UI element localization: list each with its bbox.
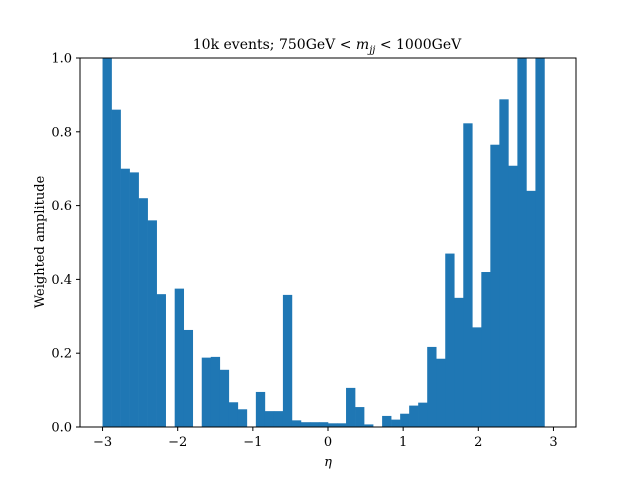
histogram-bar	[508, 165, 518, 428]
y-tick-label: 0.6	[51, 199, 72, 214]
x-tick-label: −1	[243, 435, 262, 450]
chart-title-suffix: < 1000GeV	[375, 37, 462, 53]
x-tick-label: −3	[93, 435, 112, 450]
histogram-bar	[111, 109, 121, 427]
y-tick-label: 0.0	[51, 421, 72, 436]
histogram-bar	[454, 297, 464, 427]
histogram-bar	[156, 294, 166, 427]
histogram-bar	[337, 423, 347, 427]
histogram-bar	[427, 346, 437, 427]
histogram-bar	[436, 358, 446, 427]
histogram-bar	[174, 288, 185, 427]
histogram-bar	[120, 168, 130, 427]
chart-title-var: m	[356, 37, 369, 53]
histogram-bar	[183, 329, 194, 427]
x-tick-label: 2	[474, 435, 482, 450]
x-tick-label: −2	[168, 435, 187, 450]
histogram-bar	[318, 422, 329, 427]
histogram-bar	[364, 424, 374, 427]
histogram-bar	[346, 387, 356, 427]
histogram-bar	[481, 272, 491, 427]
y-tick-label: 1.0	[51, 52, 72, 67]
x-tick-label: 0	[324, 435, 332, 450]
x-tick-label: 1	[399, 435, 407, 450]
histogram-bar	[102, 58, 112, 427]
histogram-bar	[309, 422, 320, 427]
histogram-bar	[328, 423, 338, 427]
histogram-bar	[382, 415, 392, 427]
chart-title-subscript: jj	[367, 45, 375, 56]
y-axis-label: Weighted amplitude	[33, 175, 48, 308]
histogram-bar	[472, 327, 482, 427]
histogram-bar	[237, 409, 248, 427]
histogram-bar	[282, 294, 293, 427]
histogram-bar	[273, 411, 284, 427]
histogram-bar	[490, 144, 500, 427]
histogram-bar	[535, 58, 545, 427]
histogram-bar	[463, 123, 473, 428]
histogram-bar	[391, 419, 401, 427]
chart-title-prefix: 10k events; 750GeV <	[193, 37, 356, 53]
y-axis-ticks: 0.0 0.2 0.4 0.6 0.8 1.0	[51, 52, 80, 436]
histogram-bar	[517, 58, 527, 427]
histogram-bar	[400, 413, 410, 427]
x-axis-ticks: −3 −2 −1 0 1 2 3	[93, 427, 558, 450]
histogram-bar	[210, 356, 221, 427]
histogram-bar	[129, 172, 139, 427]
histogram-bar	[219, 369, 230, 427]
histogram-bar	[526, 190, 536, 427]
histogram-bar	[255, 391, 266, 427]
histogram-bar	[445, 253, 455, 427]
chart-title: 10k events; 750GeV < mjj < 1000GeV	[193, 37, 462, 56]
histogram-bar	[300, 422, 311, 427]
histogram-bar	[409, 405, 419, 427]
x-tick-label: 3	[549, 435, 557, 450]
y-tick-label: 0.2	[51, 347, 72, 362]
histogram-bar	[228, 402, 239, 427]
histogram-bar	[499, 99, 509, 427]
plot-frame	[79, 57, 577, 428]
histogram-bar	[147, 220, 157, 427]
histogram-bar	[264, 411, 275, 427]
histogram-bar	[355, 407, 365, 427]
bars-group	[102, 58, 545, 428]
x-axis-label: η	[324, 455, 332, 470]
histogram-bar	[291, 420, 302, 427]
histogram-bar	[418, 402, 428, 427]
y-tick-label: 0.8	[51, 125, 72, 140]
histogram-bar	[201, 357, 212, 427]
histogram-bar	[138, 198, 148, 427]
y-tick-label: 0.4	[51, 273, 72, 288]
